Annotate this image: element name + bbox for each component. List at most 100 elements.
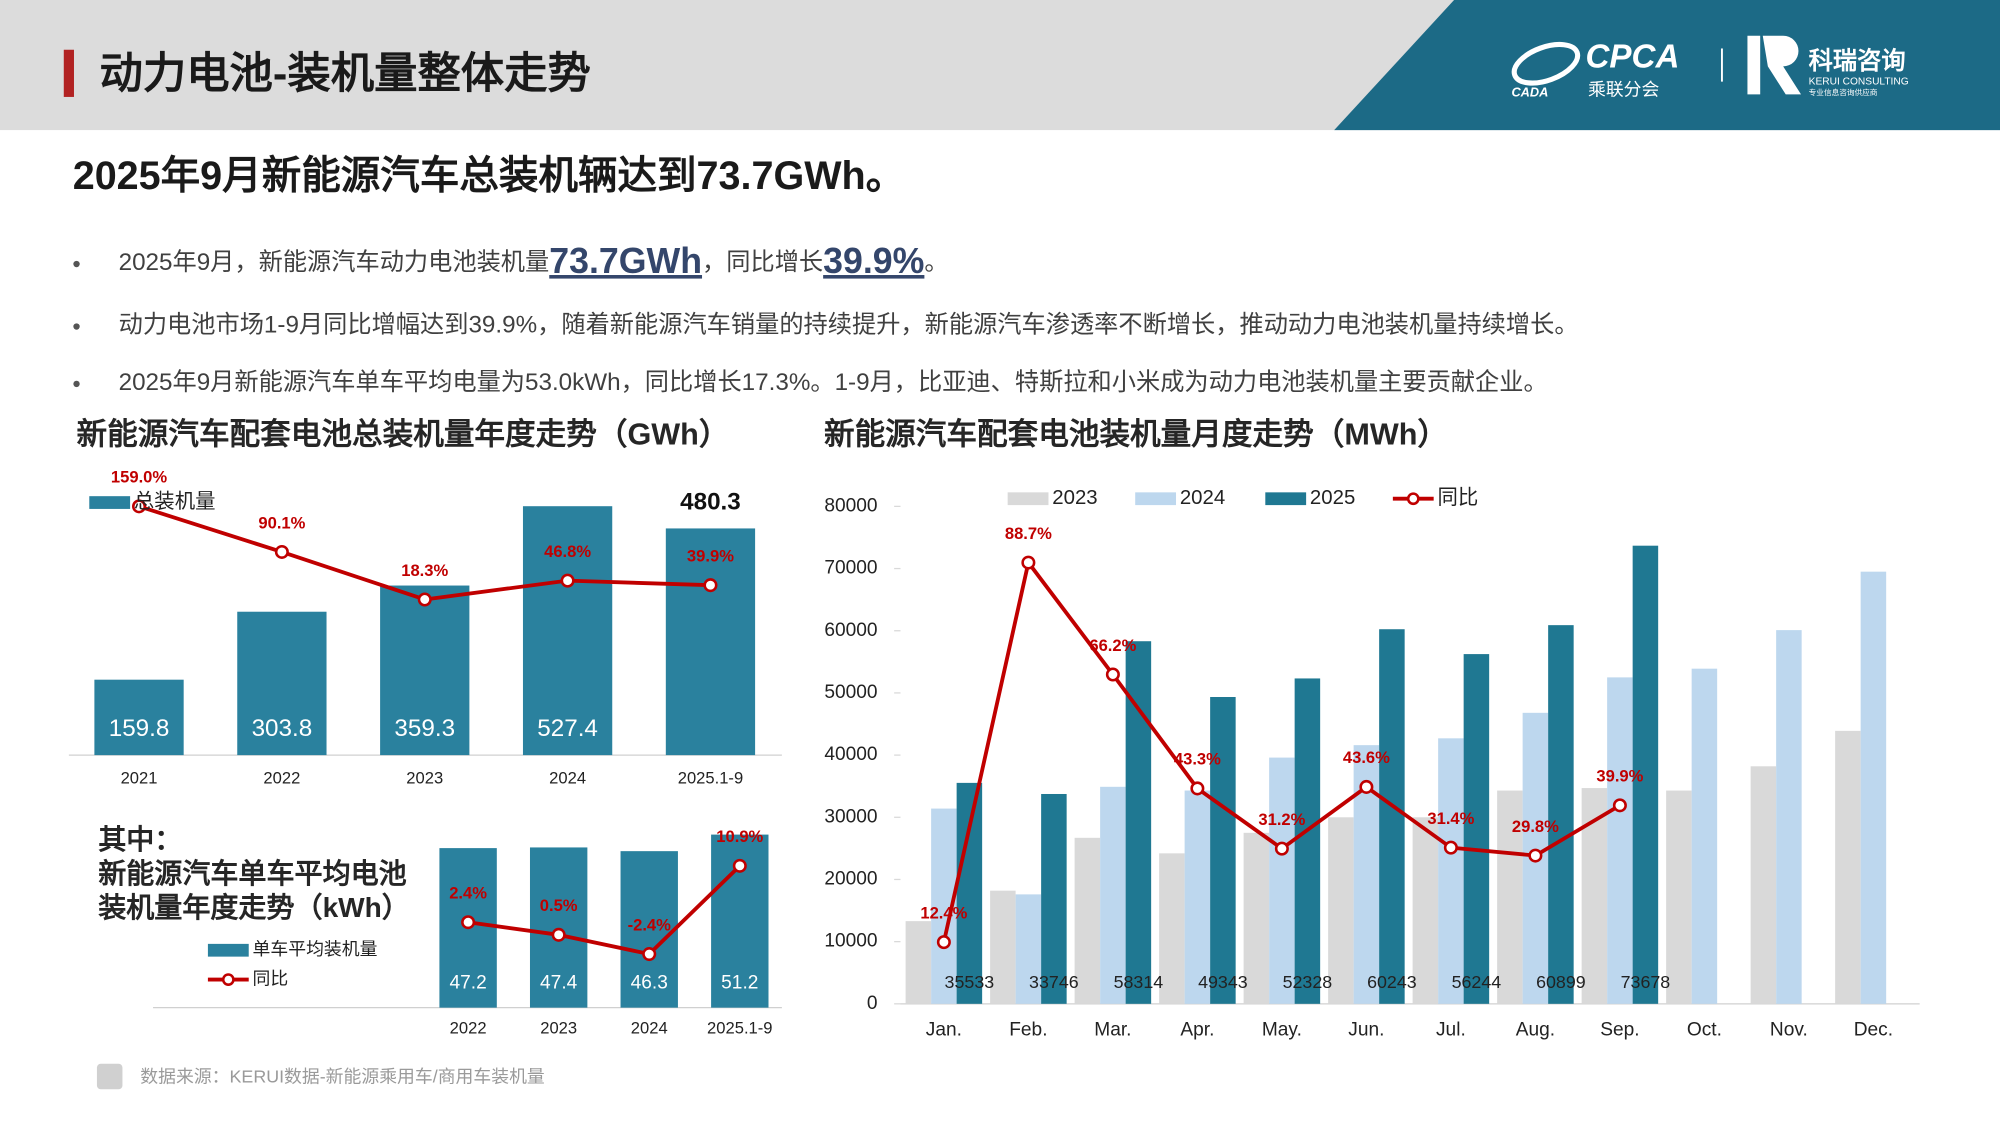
bar xyxy=(956,782,983,1004)
bar xyxy=(1666,790,1692,1004)
header-title: 动力电池-装机量整体走势 xyxy=(99,50,590,98)
y-tick-label: 0 xyxy=(867,993,878,1014)
chart-title: 新能源汽车配套电池总装机量年度走势（GWh） xyxy=(77,417,730,451)
bar xyxy=(1243,832,1270,1004)
x-tick-label: 2022 xyxy=(263,769,300,788)
bar-value-label: 527.4 xyxy=(537,715,598,742)
line-marker xyxy=(417,592,432,607)
line-value-label: 43.6% xyxy=(1343,748,1390,767)
bar xyxy=(1159,853,1185,1004)
line-marker xyxy=(1612,798,1627,813)
bar xyxy=(1100,786,1126,1004)
bar xyxy=(1776,630,1802,1004)
chart-title: 其中： xyxy=(98,824,182,855)
line-marker xyxy=(1105,667,1120,682)
x-tick-label: Sep. xyxy=(1600,1020,1639,1041)
line-marker xyxy=(732,858,747,873)
logo-kerui-tagline: 专业信息咨询供应商 xyxy=(1809,87,1878,97)
bar xyxy=(1497,790,1523,1004)
bar xyxy=(905,921,932,1004)
headline: 2025年9月新能源汽车总装机辆达到73.7GWh。 xyxy=(73,154,906,198)
x-tick-label: 2025.1-9 xyxy=(678,769,743,788)
x-tick-label: Mar. xyxy=(1094,1020,1131,1041)
bar xyxy=(1750,766,1777,1004)
bar-value-label: 480.3 xyxy=(680,488,741,515)
bar xyxy=(237,611,327,756)
line-value-label: 66.2% xyxy=(1089,636,1136,655)
bar xyxy=(1328,817,1354,1004)
line-value-label: 39.9% xyxy=(1596,767,1643,786)
x-tick-label: Nov. xyxy=(1770,1020,1808,1041)
line-marker xyxy=(1359,779,1374,794)
bar-value-label: 46.3 xyxy=(631,972,668,993)
bar xyxy=(1125,641,1152,1004)
y-tick-label: 40000 xyxy=(824,744,877,765)
line xyxy=(467,864,742,956)
logo-cada: CADA xyxy=(1511,84,1548,99)
bullet-segment: 。 xyxy=(924,249,948,276)
bar xyxy=(1379,629,1405,1004)
bullet-highlight: 73.7GWh xyxy=(549,241,702,281)
y-tick-label: 80000 xyxy=(824,495,877,516)
line-marker xyxy=(1190,781,1205,796)
line-value-label: 29.8% xyxy=(1512,817,1559,836)
cada-logo xyxy=(1511,41,1581,86)
title-marker xyxy=(63,49,74,97)
line-marker xyxy=(1021,555,1036,570)
bar-value-label: 73678 xyxy=(1621,972,1671,992)
x-tick-label: Apr. xyxy=(1180,1020,1214,1041)
line-value-label: 46.8% xyxy=(544,542,591,561)
bar-value-label: 51.2 xyxy=(721,972,758,993)
bar xyxy=(94,679,184,756)
bullet-text: 2025年9月，新能源汽车动力电池装机量73.7GWh，同比增长39.9%。 xyxy=(119,241,949,281)
y-tick-label: 60000 xyxy=(824,620,877,641)
bar xyxy=(1632,545,1659,1004)
bar xyxy=(1074,837,1101,1004)
x-tick-label: Jun. xyxy=(1348,1020,1384,1041)
bullet-dot xyxy=(73,260,80,268)
bullet-segment: 2025年9月，新能源汽车动力电池装机量 xyxy=(119,249,550,276)
bar-value-label: 60243 xyxy=(1367,972,1417,992)
bar xyxy=(1438,738,1464,1004)
line-value-label: 18.3% xyxy=(401,561,448,580)
x-tick-label: 2024 xyxy=(549,769,586,788)
x-tick-label: May. xyxy=(1262,1020,1302,1041)
bar xyxy=(1184,790,1211,1004)
bullet-text: 动力电池市场1-9月同比增幅达到39.9%，随着新能源汽车销量的持续提升，新能源… xyxy=(119,312,1579,339)
logo-kerui: 科瑞咨询 xyxy=(1809,48,1906,75)
bullet-dot xyxy=(73,380,80,388)
legend-label: 2025 xyxy=(1310,487,1355,509)
bar-value-label: 49343 xyxy=(1198,972,1248,992)
line-value-label: 12.4% xyxy=(920,903,967,922)
bar xyxy=(522,506,613,756)
line-marker xyxy=(1443,840,1458,855)
line-value-label: 39.9% xyxy=(687,547,734,566)
legend-marker xyxy=(1406,492,1420,506)
bar-value-label: 303.8 xyxy=(252,715,313,742)
bar xyxy=(665,528,756,756)
line-marker xyxy=(642,947,657,962)
line-marker xyxy=(461,915,476,930)
bar xyxy=(1607,677,1633,1004)
bar xyxy=(1210,697,1236,1004)
legend-label: 单车平均装机量 xyxy=(253,939,378,959)
kerui-logo xyxy=(1747,35,1802,95)
bullet-segment: 2025年9月新能源汽车单车平均电量为53.0kWh，同比增长17.3%。1-9… xyxy=(119,369,1548,396)
bullet-dot xyxy=(73,323,80,330)
chart-title: 新能源汽车配套电池装机量月度走势（MWh） xyxy=(824,417,1448,451)
bar xyxy=(380,585,470,756)
legend-swatch xyxy=(1265,492,1307,506)
bar-value-label: 56244 xyxy=(1452,972,1502,992)
x-tick-label: Oct. xyxy=(1687,1020,1722,1041)
bar-value-label: 58314 xyxy=(1114,972,1164,992)
x-tick-label: Jan. xyxy=(926,1020,962,1041)
bar-value-label: 47.4 xyxy=(540,972,578,993)
y-tick-label: 20000 xyxy=(824,869,877,890)
x-tick-label: Aug. xyxy=(1516,1020,1555,1041)
line-marker xyxy=(551,927,566,942)
legend-swatch xyxy=(207,943,249,957)
logo-cpca: CPCA xyxy=(1585,38,1679,75)
legend-label: 同比 xyxy=(1438,486,1479,509)
line-marker xyxy=(1274,841,1289,856)
